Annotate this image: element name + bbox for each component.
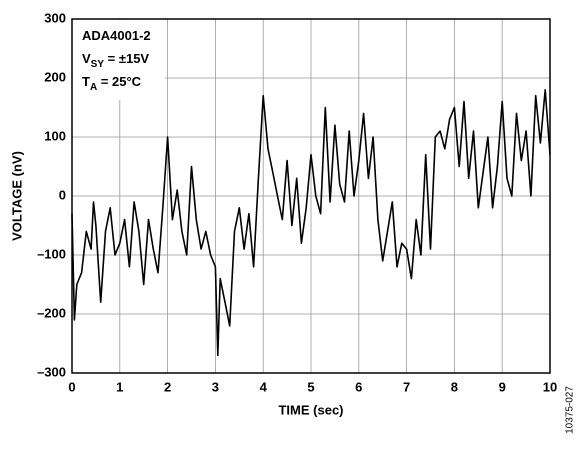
- annotation-part: A: [90, 82, 97, 93]
- annotation: VSY = ±15V: [82, 51, 149, 69]
- annotation-part: SY: [91, 59, 105, 70]
- y-tick-label: 100: [44, 128, 66, 143]
- x-tick-label: 0: [68, 379, 75, 394]
- x-tick-label: 7: [403, 379, 410, 394]
- y-tick-label: 300: [44, 10, 66, 25]
- annotation-part: = ±15V: [104, 51, 149, 66]
- y-tick-label: 200: [44, 69, 66, 84]
- y-tick-label: –100: [37, 246, 66, 261]
- annotation-part: ADA4001-2: [82, 28, 151, 43]
- annotation-part: T: [82, 74, 90, 89]
- annotation-part: V: [82, 51, 91, 66]
- x-tick-label: 5: [307, 379, 314, 394]
- y-tick-label: 0: [59, 187, 66, 202]
- noise-trace: [71, 89, 551, 357]
- x-tick-label: 1: [116, 379, 123, 394]
- x-tick-label: 6: [355, 379, 362, 394]
- annotation-part: = 25°C: [97, 74, 141, 89]
- x-axis-label: TIME (sec): [278, 402, 343, 417]
- plot-frame: [71, 18, 551, 374]
- x-tick-label: 8: [451, 379, 458, 394]
- x-tick-label: 10: [543, 379, 557, 394]
- y-axis-label: VOLTAGE (nV): [9, 151, 24, 241]
- annotation: ADA4001-2: [82, 28, 151, 43]
- figure-id: 10375-027: [565, 386, 576, 434]
- x-tick-label: 9: [499, 379, 506, 394]
- y-tick-label: –300: [37, 364, 66, 379]
- x-tick-label: 4: [260, 379, 268, 394]
- annotation: TA = 25°C: [82, 74, 142, 92]
- x-tick-label: 2: [164, 379, 171, 394]
- annotation-box: [73, 20, 165, 100]
- y-tick-label: –200: [37, 305, 66, 320]
- x-tick-label: 3: [212, 379, 219, 394]
